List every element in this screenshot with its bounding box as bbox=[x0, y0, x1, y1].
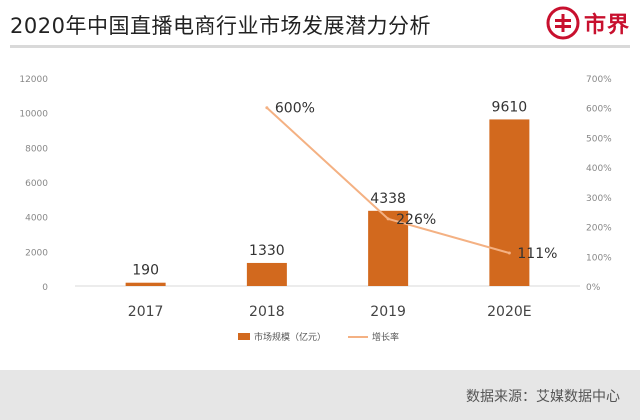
bar-value-label: 9610 bbox=[492, 99, 528, 115]
y-right-tick-label: 100% bbox=[586, 253, 612, 263]
growth-point-2019 bbox=[386, 217, 390, 221]
bar-value-label: 190 bbox=[132, 263, 159, 279]
y-left-tick-label: 0 bbox=[42, 283, 48, 293]
bar-2017 bbox=[125, 282, 166, 286]
logo-text: 市界 bbox=[583, 13, 630, 38]
legend-bar-label: 市场规模（亿元） bbox=[254, 331, 326, 343]
growth-value-label: 226% bbox=[396, 212, 436, 228]
x-tick-label: 2020E bbox=[487, 304, 531, 320]
y-right-tick-label: 600% bbox=[586, 105, 612, 115]
growth-point-2020E bbox=[507, 251, 511, 255]
growth-point-2018 bbox=[265, 106, 269, 110]
source-note: 数据来源：艾媒数据中心 bbox=[466, 389, 620, 405]
bar-value-label: 1330 bbox=[249, 243, 285, 259]
footer-band: 数据来源：艾媒数据中心 bbox=[0, 370, 640, 420]
chart-title: 2020年中国直播电商行业市场发展潜力分析 bbox=[10, 14, 431, 38]
bar-2020E bbox=[489, 119, 530, 286]
y-left-tick-label: 12000 bbox=[19, 75, 48, 85]
y-right-tick-label: 700% bbox=[586, 75, 612, 85]
header: 2020年中国直播电商行业市场发展潜力分析 市界 bbox=[0, 0, 640, 46]
y-left-tick-label: 2000 bbox=[25, 248, 48, 258]
y-left-tick-label: 6000 bbox=[25, 179, 48, 189]
y-right-tick-label: 500% bbox=[586, 134, 612, 144]
y-left-tick-label: 4000 bbox=[25, 214, 48, 224]
y-left-tick-label: 10000 bbox=[19, 110, 48, 120]
y-left-tick-label: 8000 bbox=[25, 144, 48, 154]
bar-value-label: 4338 bbox=[370, 191, 406, 207]
legend-bar-swatch bbox=[238, 333, 250, 340]
brand-logo: 市界 bbox=[546, 5, 630, 41]
growth-value-label: 600% bbox=[275, 101, 315, 117]
bar-2018 bbox=[246, 262, 287, 286]
y-right-tick-label: 0% bbox=[586, 283, 601, 293]
x-tick-label: 2017 bbox=[128, 304, 164, 320]
legend-line-label: 增长率 bbox=[372, 331, 399, 343]
title-divider bbox=[10, 45, 630, 48]
growth-value-label: 111% bbox=[517, 246, 557, 262]
combo-chart: 0 2000 4000 6000 8000 10000 12000 0% 100% 200% 300… bbox=[19, 75, 612, 343]
x-tick-label: 2018 bbox=[249, 304, 285, 320]
y-right-tick-label: 400% bbox=[586, 164, 612, 174]
chart-area: 0 2000 4000 6000 8000 10000 12000 0% 100% 200% 300… bbox=[0, 48, 640, 370]
y-right-tick-label: 300% bbox=[586, 194, 612, 204]
logo-icon bbox=[546, 6, 580, 40]
x-tick-label: 2019 bbox=[370, 304, 406, 320]
y-right-tick-label: 200% bbox=[586, 224, 612, 234]
